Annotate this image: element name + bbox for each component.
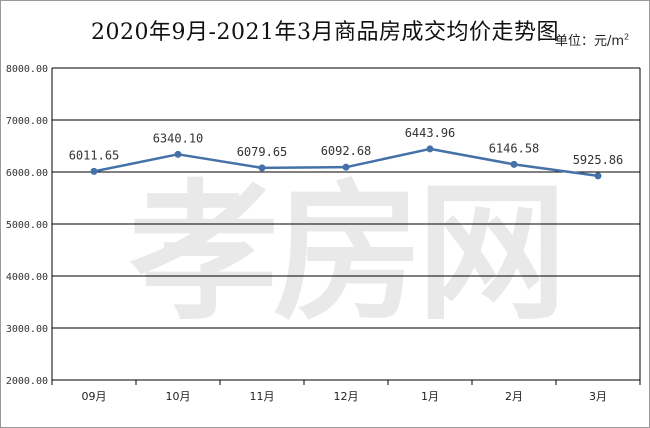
data-point: [594, 172, 602, 180]
unit-label: 单位：元/m2: [555, 30, 629, 49]
x-tick-label: 09月: [82, 390, 107, 403]
x-tick-label: 12月: [334, 390, 359, 403]
data-point: [174, 150, 182, 158]
data-point: [90, 167, 98, 175]
y-tick-label: 4000.00: [6, 272, 48, 283]
data-point: [426, 145, 434, 153]
y-tick-label: 8000.00: [6, 64, 48, 75]
x-tick-label: 3月: [589, 390, 607, 403]
y-axis-ticks: 2000.00 3000.00 4000.00 5000.00 6000.00 7000.…: [6, 64, 48, 387]
y-tick-label: 6000.00: [6, 168, 48, 179]
y-tick-label: 3000.00: [6, 324, 48, 335]
unit-text: 单位：元/m: [555, 34, 625, 49]
data-label: 6443.96: [405, 126, 456, 140]
data-point: [342, 163, 350, 171]
x-tick-label: 10月: [166, 390, 191, 403]
watermark: 孝房网: [129, 167, 561, 341]
x-tick-label: 11月: [250, 390, 275, 403]
data-label: 6340.10: [153, 131, 204, 145]
x-tick-label: 2月: [505, 390, 523, 403]
unit-superscript: 2: [624, 32, 630, 42]
data-label: 6092.68: [321, 144, 372, 158]
data-point: [258, 164, 266, 172]
data-point: [510, 160, 518, 168]
x-tick-label: 1月: [421, 390, 439, 403]
data-label: 6146.58: [489, 141, 540, 155]
data-label: 5925.86: [573, 153, 624, 167]
series-line-group: [90, 145, 602, 180]
data-labels: 6011.65 6340.10 6079.65 6092.68 6443.96 6146.…: [69, 126, 624, 167]
x-axis: 09月 10月 11月 12月 1月 2月 3月: [51, 380, 641, 403]
y-tick-label: 2000.00: [6, 376, 48, 387]
data-label: 6079.65: [237, 145, 288, 159]
y-tick-label: 7000.00: [6, 116, 48, 127]
grid-lines: [51, 67, 641, 381]
data-label: 6011.65: [69, 148, 120, 162]
chart-title: 2020年9月-2021年3月商品房成交均价走势图: [91, 20, 559, 45]
y-tick-label: 5000.00: [6, 220, 48, 231]
